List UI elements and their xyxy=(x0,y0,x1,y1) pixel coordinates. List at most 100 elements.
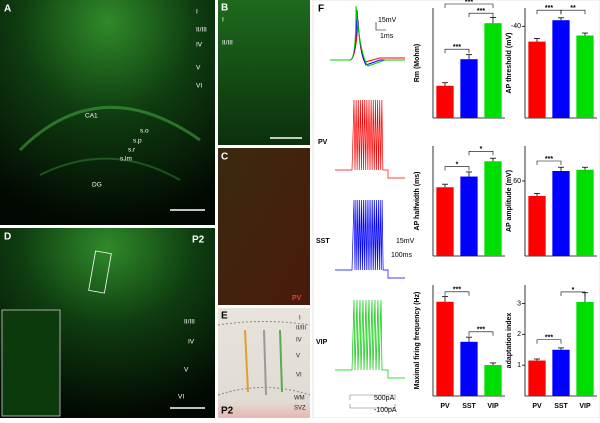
bar xyxy=(436,85,454,118)
layer-label: II/III xyxy=(222,40,233,47)
micrograph-c xyxy=(218,148,310,305)
region-label: s.o xyxy=(140,128,149,135)
panel-label: B xyxy=(221,3,228,14)
layer-label: I xyxy=(299,316,301,322)
trace xyxy=(330,5,405,67)
neuron xyxy=(279,329,283,393)
layer-label: V xyxy=(296,354,300,360)
sig-label: *** xyxy=(453,44,461,51)
layer-label: I xyxy=(222,17,224,24)
panel-label: F xyxy=(318,4,324,15)
stain-label: PV xyxy=(292,295,302,302)
sig-label: *** xyxy=(453,287,461,294)
sig-label: *** xyxy=(465,0,473,6)
layer-label: V xyxy=(184,367,189,374)
neuron xyxy=(244,329,249,393)
bar xyxy=(484,23,502,119)
x-tick-label: SST xyxy=(462,403,476,410)
sig-label: *** xyxy=(545,5,553,12)
x-tick-label: SST xyxy=(554,403,568,410)
age-label: P2 xyxy=(192,235,205,246)
dentate xyxy=(39,157,181,181)
trace-label: PV xyxy=(318,139,328,146)
spike-train xyxy=(335,299,405,379)
bar xyxy=(460,59,478,118)
bar xyxy=(552,171,570,256)
sig-bracket xyxy=(444,48,470,54)
y-axis-label: AP threshold (mV) xyxy=(506,33,513,94)
sig-label: * xyxy=(572,287,575,294)
layer-label: VI xyxy=(196,83,202,90)
region-label: CA1 xyxy=(85,113,98,120)
layer-label: VI xyxy=(296,373,302,379)
layer-label: IV xyxy=(296,338,302,344)
region-label: s.lm xyxy=(120,156,132,163)
bar xyxy=(484,365,502,396)
scale-bar xyxy=(375,22,386,31)
y-axis-label: AP amplitude (mV) xyxy=(506,170,513,232)
bar xyxy=(460,176,478,256)
y-axis-label: adaptation index xyxy=(506,313,513,369)
bar xyxy=(484,161,502,256)
layer-label: WM xyxy=(294,396,305,402)
bar xyxy=(528,196,546,256)
hippocampus xyxy=(18,105,201,152)
layer-label: II/III xyxy=(196,27,207,34)
boundary xyxy=(217,321,311,326)
bar xyxy=(576,301,594,396)
sig-bracket xyxy=(560,9,586,15)
spike-trains xyxy=(335,99,405,379)
scale-label: 100ms xyxy=(391,252,413,259)
sig-label: * xyxy=(456,161,459,168)
panel-label: D xyxy=(4,232,11,243)
y-tick-label: 2 xyxy=(517,331,521,338)
trace-label: SST xyxy=(316,238,330,245)
y-axis-label: Rm (Mohm) xyxy=(414,44,421,83)
layer-label: II/III xyxy=(184,319,195,326)
scale-label: 500pA xyxy=(374,395,395,402)
layer-label: I xyxy=(196,9,198,16)
region-label: s.r xyxy=(128,147,136,154)
region-label: DG xyxy=(92,182,102,189)
boundary xyxy=(217,387,311,396)
age-label: P2 xyxy=(221,406,234,417)
sig-label: *** xyxy=(545,156,553,163)
sig-label: *** xyxy=(477,327,485,334)
y-tick-label: -40 xyxy=(511,23,521,30)
sig-bracket xyxy=(536,339,562,344)
bar xyxy=(436,301,454,396)
micrograph-a xyxy=(0,0,215,225)
y-axis-label: AP halfwidth (ms) xyxy=(414,172,421,231)
scale-label: 15mV xyxy=(396,238,415,245)
x-tick-label: VIP xyxy=(579,403,591,410)
y-tick-label: 3 xyxy=(517,300,521,307)
bar xyxy=(528,360,546,396)
sig-bracket xyxy=(536,160,562,165)
sig-bracket xyxy=(468,150,494,156)
inset-box xyxy=(88,250,112,294)
scale-label: 1ms xyxy=(380,33,394,40)
bar xyxy=(576,169,594,256)
scale-label: 15mV xyxy=(378,17,397,24)
region-label: s.p xyxy=(133,138,142,145)
sig-bracket xyxy=(468,331,494,336)
sig-bracket xyxy=(444,291,470,296)
spike-train xyxy=(335,99,405,179)
sig-label: * xyxy=(480,146,483,153)
sig-bracket xyxy=(444,166,470,171)
schematic-e xyxy=(218,308,310,418)
layer-label: V xyxy=(196,65,201,72)
x-tick-label: VIP xyxy=(487,403,499,410)
inset xyxy=(1,309,61,417)
layer-label: SVZ xyxy=(294,406,306,412)
x-tick-label: PV xyxy=(532,403,542,410)
sig-bracket xyxy=(444,3,494,8)
layer-label: II/III xyxy=(296,326,306,332)
layer-label: IV xyxy=(188,339,195,346)
bar xyxy=(552,349,570,396)
sig-label: *** xyxy=(545,335,553,342)
y-axis-label: Maximal firing frequency (Hz) xyxy=(414,292,421,390)
sig-bracket xyxy=(560,291,586,296)
layer-label: IV xyxy=(196,42,203,49)
